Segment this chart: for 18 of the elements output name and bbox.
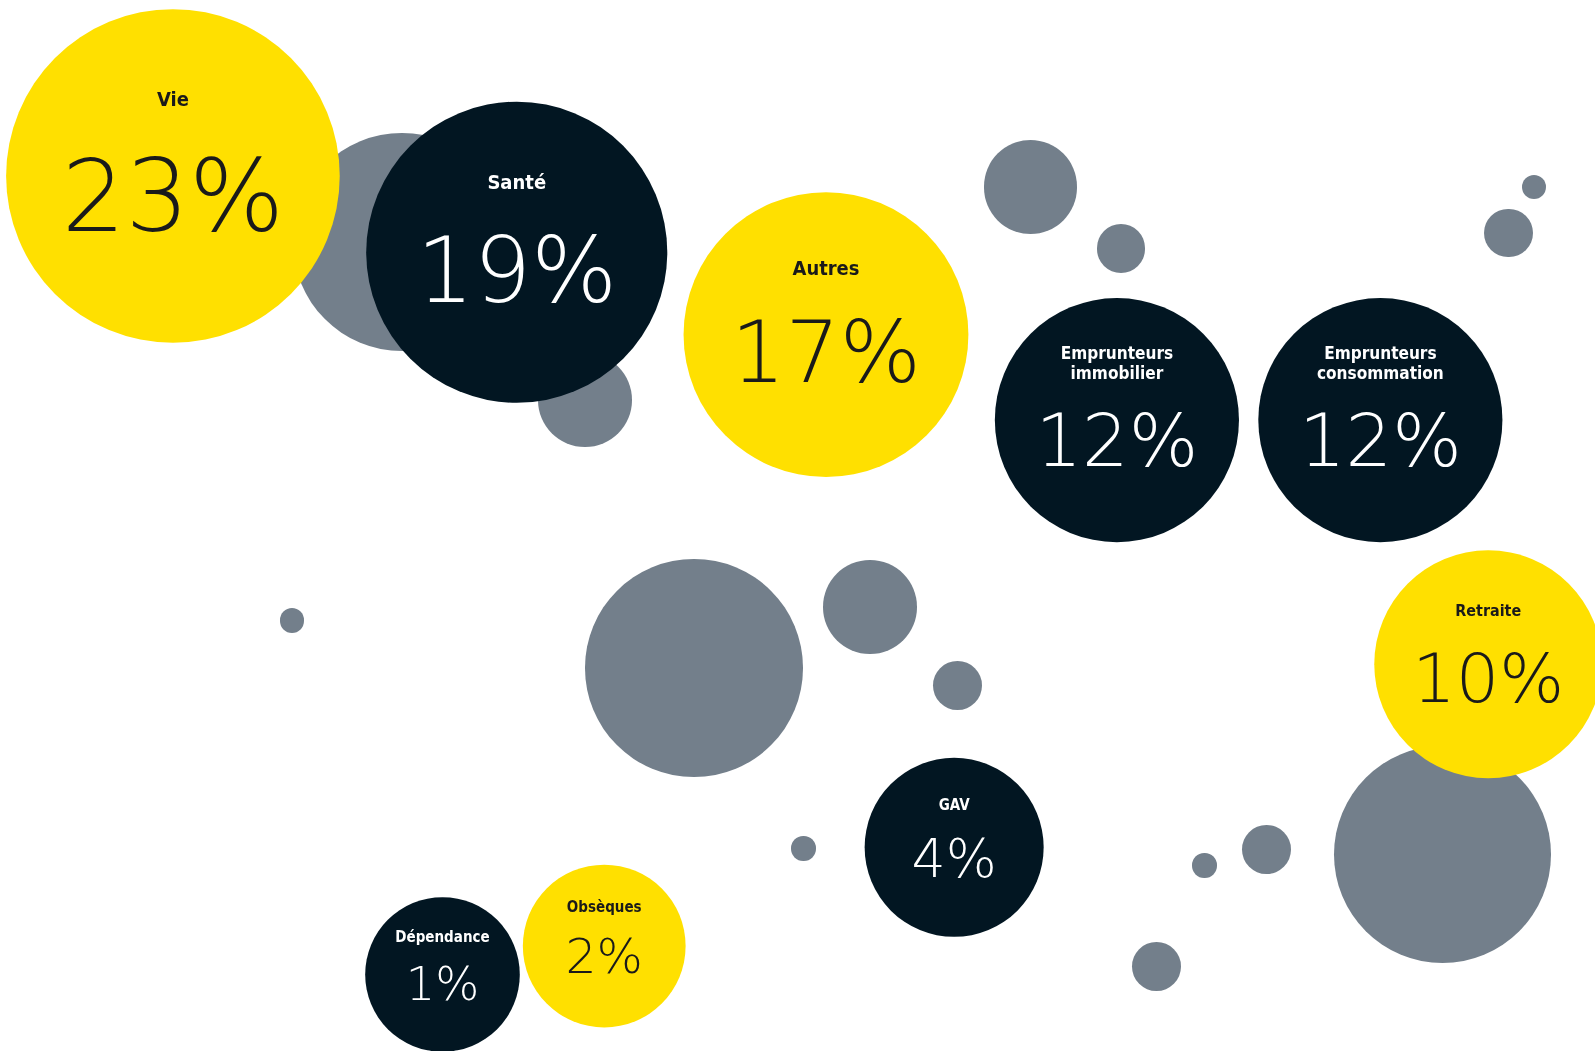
category-label: Autres (792, 256, 860, 280)
data-label: 2% (565, 927, 643, 985)
category-label: Obsèques (566, 897, 642, 916)
category-label: Emprunteurs immobilier (1060, 342, 1174, 384)
category-label: Vie (156, 86, 189, 111)
data-label: 12% (1035, 397, 1199, 483)
data-label: 10% (1412, 638, 1565, 718)
category-label: Santé (487, 170, 547, 195)
category-label: Dépendance (395, 928, 490, 947)
data-label: 12% (1298, 397, 1462, 483)
category-label: GAV (938, 795, 971, 814)
data-label: 23% (61, 138, 285, 256)
category-label: Emprunteurs consommation (1316, 342, 1444, 384)
category-label: Retraite (1455, 601, 1522, 621)
data-label: 4% (911, 826, 997, 890)
data-label: 17% (731, 302, 921, 402)
data-label: 1% (405, 957, 480, 1012)
data-label: 19% (416, 217, 618, 323)
